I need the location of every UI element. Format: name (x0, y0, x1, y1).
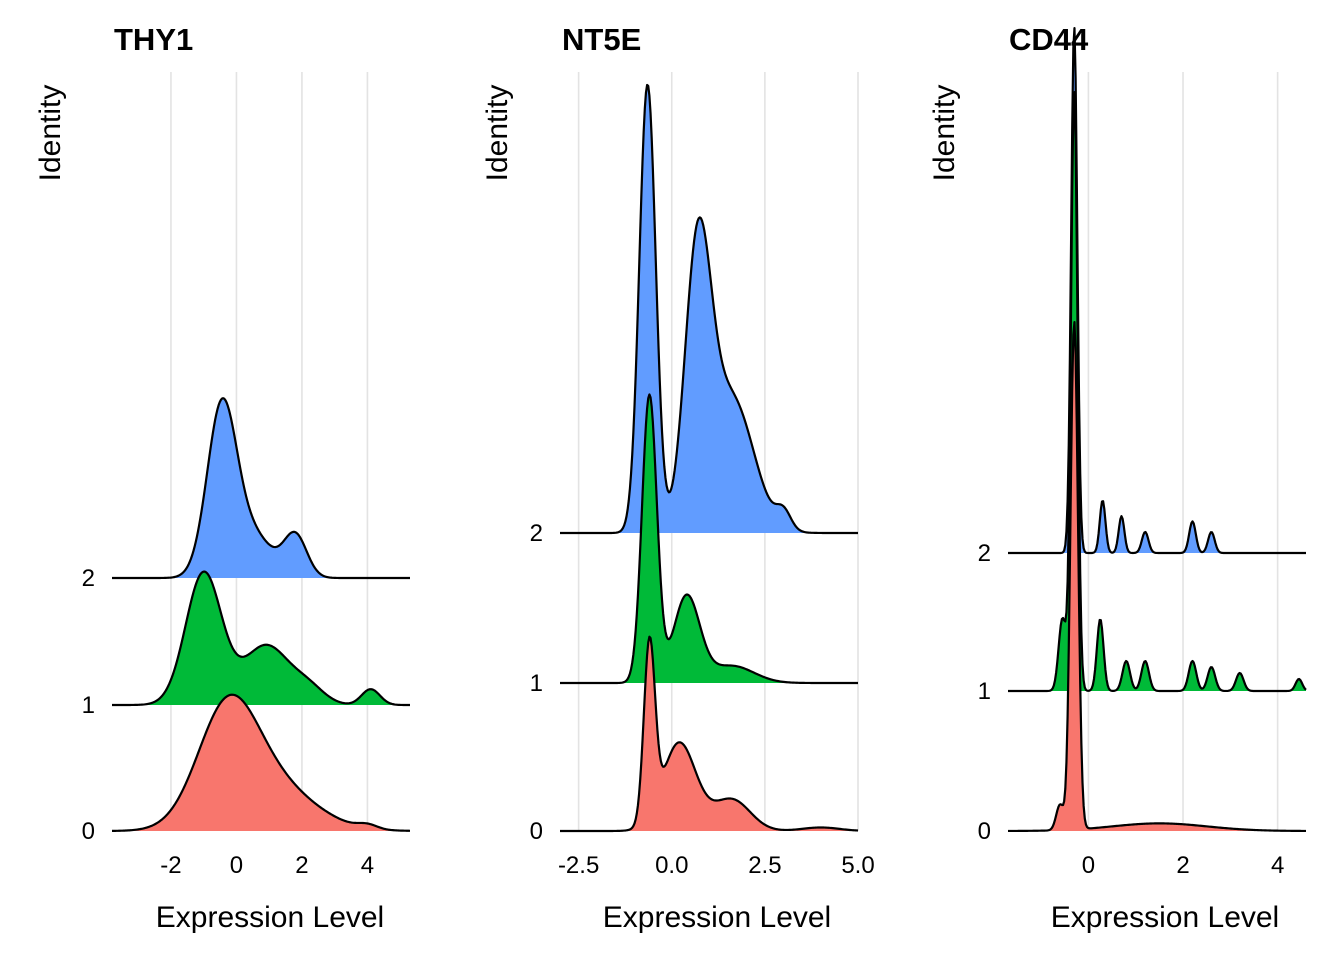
ridge-area-identity-1 (1008, 92, 1306, 691)
ridge-outline-identity-2 (560, 83, 858, 535)
x-axis-title: Expression Level (156, 901, 384, 934)
x-tick-label: -2.5 (558, 852, 599, 879)
ridge-area-identity-0 (112, 694, 410, 831)
y-tick-label: 1 (82, 692, 95, 719)
y-tick-labels: 0 1 2 (82, 565, 95, 845)
density-ridges (111, 397, 411, 832)
y-tick-labels: 0 1 2 (530, 520, 543, 845)
x-tick-labels: -2 0 2 4 (160, 852, 374, 879)
y-tick-label: 2 (978, 540, 991, 567)
x-tick-label: 0.0 (655, 852, 688, 879)
y-axis-title: Identity (34, 85, 67, 182)
y-axis-title: Identity (481, 85, 514, 182)
x-tick-label: 2.5 (748, 852, 781, 879)
y-tick-labels: 0 1 2 (978, 540, 991, 845)
ridge-outline-identity-2 (112, 397, 410, 580)
x-axis-title: Expression Level (1051, 901, 1279, 934)
x-tick-labels: 0 2 4 (1082, 852, 1285, 879)
grid-lines (170, 72, 369, 831)
ridge-outline-identity-2 (1008, 27, 1306, 555)
panel-title: CD44 (1009, 22, 1089, 57)
panel-cd44: CD44 Identity Expression Level 0 2 4 0 1 2 (928, 22, 1307, 934)
x-tick-label: 2 (1176, 852, 1189, 879)
panel-nt5e: NT5E Identity Expression Level -2.5 0.0 2.… (481, 22, 875, 934)
density-ridges (1008, 27, 1307, 833)
ridge-area-identity-2 (1008, 28, 1306, 554)
ridge-area-identity-2 (560, 84, 858, 533)
grid-lines (577, 72, 859, 831)
y-tick-label: 0 (978, 818, 991, 845)
ridge-outline-identity-0 (560, 635, 859, 833)
x-tick-label: 0 (1082, 852, 1095, 879)
ridge-area-identity-2 (112, 398, 410, 578)
grid-lines (1087, 72, 1279, 831)
ridge-outline-identity-1 (1008, 91, 1307, 693)
y-tick-label: 1 (978, 678, 991, 705)
ridge-outline-identity-0 (1008, 320, 1307, 833)
ridge-outline-identity-1 (560, 393, 858, 685)
density-ridges (560, 83, 859, 833)
ridge-area-identity-1 (112, 571, 410, 705)
panel-thy1: THY1 Identity Expression Level -2 0 2 4 0 1 2 (34, 22, 411, 934)
panel-title: NT5E (562, 22, 641, 57)
ridge-outline-identity-0 (111, 693, 411, 832)
y-tick-label: 0 (530, 818, 543, 845)
x-axis-title: Expression Level (603, 901, 831, 934)
x-tick-labels: -2.5 0.0 2.5 5.0 (558, 852, 875, 879)
panel-title: THY1 (114, 22, 193, 57)
x-tick-label: 5.0 (841, 852, 874, 879)
y-tick-label: 2 (530, 520, 543, 547)
x-tick-label: -2 (160, 852, 181, 879)
y-tick-label: 0 (82, 818, 95, 845)
x-tick-label: 0 (230, 852, 243, 879)
y-tick-label: 1 (530, 670, 543, 697)
x-tick-label: 4 (1271, 852, 1284, 879)
y-tick-label: 2 (82, 565, 95, 592)
x-tick-label: 4 (361, 852, 374, 879)
x-tick-label: 2 (295, 852, 308, 879)
ridge-area-identity-0 (1008, 322, 1306, 831)
y-axis-title: Identity (928, 85, 961, 182)
ridge-outline-identity-1 (112, 570, 410, 707)
